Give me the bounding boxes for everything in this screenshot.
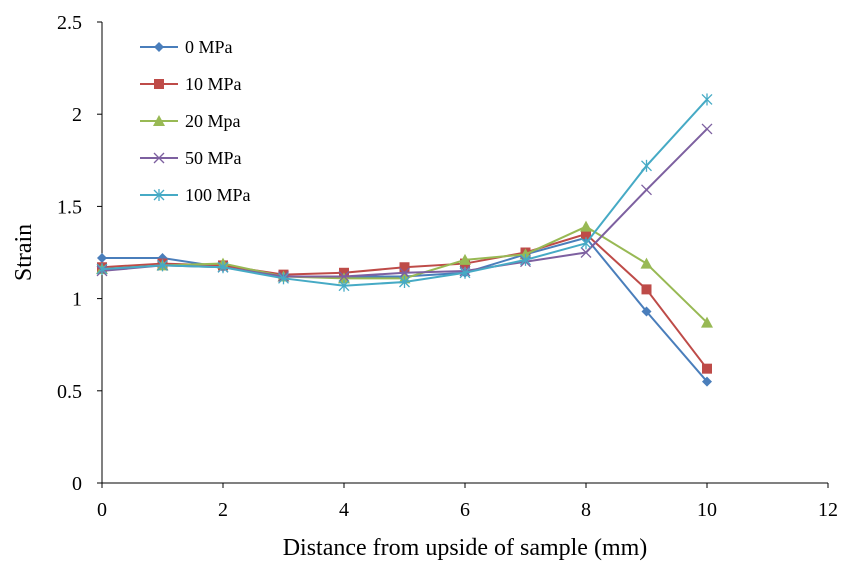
legend-marker: [153, 189, 165, 201]
series-layer: [96, 93, 713, 387]
y-tick-label: 0.5: [57, 381, 82, 403]
data-point: [701, 123, 713, 135]
data-point: [641, 184, 652, 196]
x-tick-label: 8: [581, 499, 591, 521]
legend-marker: [153, 115, 165, 126]
data-point: [702, 363, 712, 374]
x-tick-label: 6: [460, 499, 470, 521]
legend-marker: [153, 152, 165, 164]
data-point: [581, 229, 591, 240]
series-line: [101, 232, 708, 370]
data-point: [338, 279, 350, 292]
data-point: [580, 237, 592, 250]
data-point: [399, 262, 410, 273]
data-point: [701, 316, 713, 328]
data-point: [459, 253, 471, 265]
legend-item: 0 MPa: [140, 37, 233, 57]
y-tick-label: 1.5: [57, 196, 82, 218]
y-axis-title: Strain: [11, 224, 37, 281]
data-point: [580, 220, 592, 232]
x-tick-label: 10: [697, 499, 717, 521]
data-point: [157, 259, 168, 272]
data-point: [217, 261, 229, 274]
y-tick-label: 1: [72, 289, 82, 311]
data-point: [701, 93, 713, 106]
x-tick-label: 2: [218, 499, 228, 521]
data-point: [640, 257, 653, 269]
data-point: [338, 272, 350, 284]
data-point: [580, 247, 592, 258]
legend-label: 20 Mpa: [185, 111, 241, 131]
legend-label: 0 MPa: [185, 37, 233, 57]
legend-label: 100 MPa: [185, 185, 251, 205]
y-tick-label: 2: [72, 104, 82, 126]
series-2: [96, 220, 713, 328]
legend: 0 MPa 10 MPa 20 Mpa 50 MPa 100 MPa: [140, 37, 251, 205]
data-point: [641, 159, 652, 172]
legend-item: 100 MPa: [140, 185, 251, 205]
series-line: [102, 236, 708, 383]
x-tick-label: 0: [97, 499, 107, 521]
legend-item: 50 MPa: [140, 148, 242, 168]
data-point: [702, 376, 712, 387]
data-point: [459, 266, 471, 279]
data-point: [399, 267, 410, 279]
x-tick-label: 4: [339, 499, 349, 521]
data-point: [96, 263, 108, 276]
legend-label: 50 MPa: [185, 148, 242, 168]
legend-item: 10 MPa: [140, 74, 242, 94]
data-point: [278, 272, 289, 285]
data-point: [641, 306, 652, 317]
legend-item: 20 Mpa: [140, 111, 241, 131]
series-1: [97, 229, 712, 374]
legend-label: 10 MPa: [185, 74, 242, 94]
axes: 0 0.5 1 1.5 2 2.5 0 2 4 6 8 10 12: [57, 12, 838, 521]
series-4: [96, 93, 713, 292]
data-point: [97, 253, 107, 264]
x-axis-title: Distance from upside of sample (mm): [283, 535, 648, 561]
x-tick-label: 12: [818, 499, 838, 521]
y-tick-label: 2.5: [57, 12, 82, 34]
data-point: [641, 284, 652, 295]
data-point: [338, 271, 350, 282]
legend-marker: [154, 42, 164, 52]
data-point: [520, 253, 531, 266]
y-tick-label: 0: [72, 473, 82, 495]
series-0: [97, 232, 712, 387]
data-point: [399, 276, 410, 289]
legend-marker: [154, 79, 164, 89]
